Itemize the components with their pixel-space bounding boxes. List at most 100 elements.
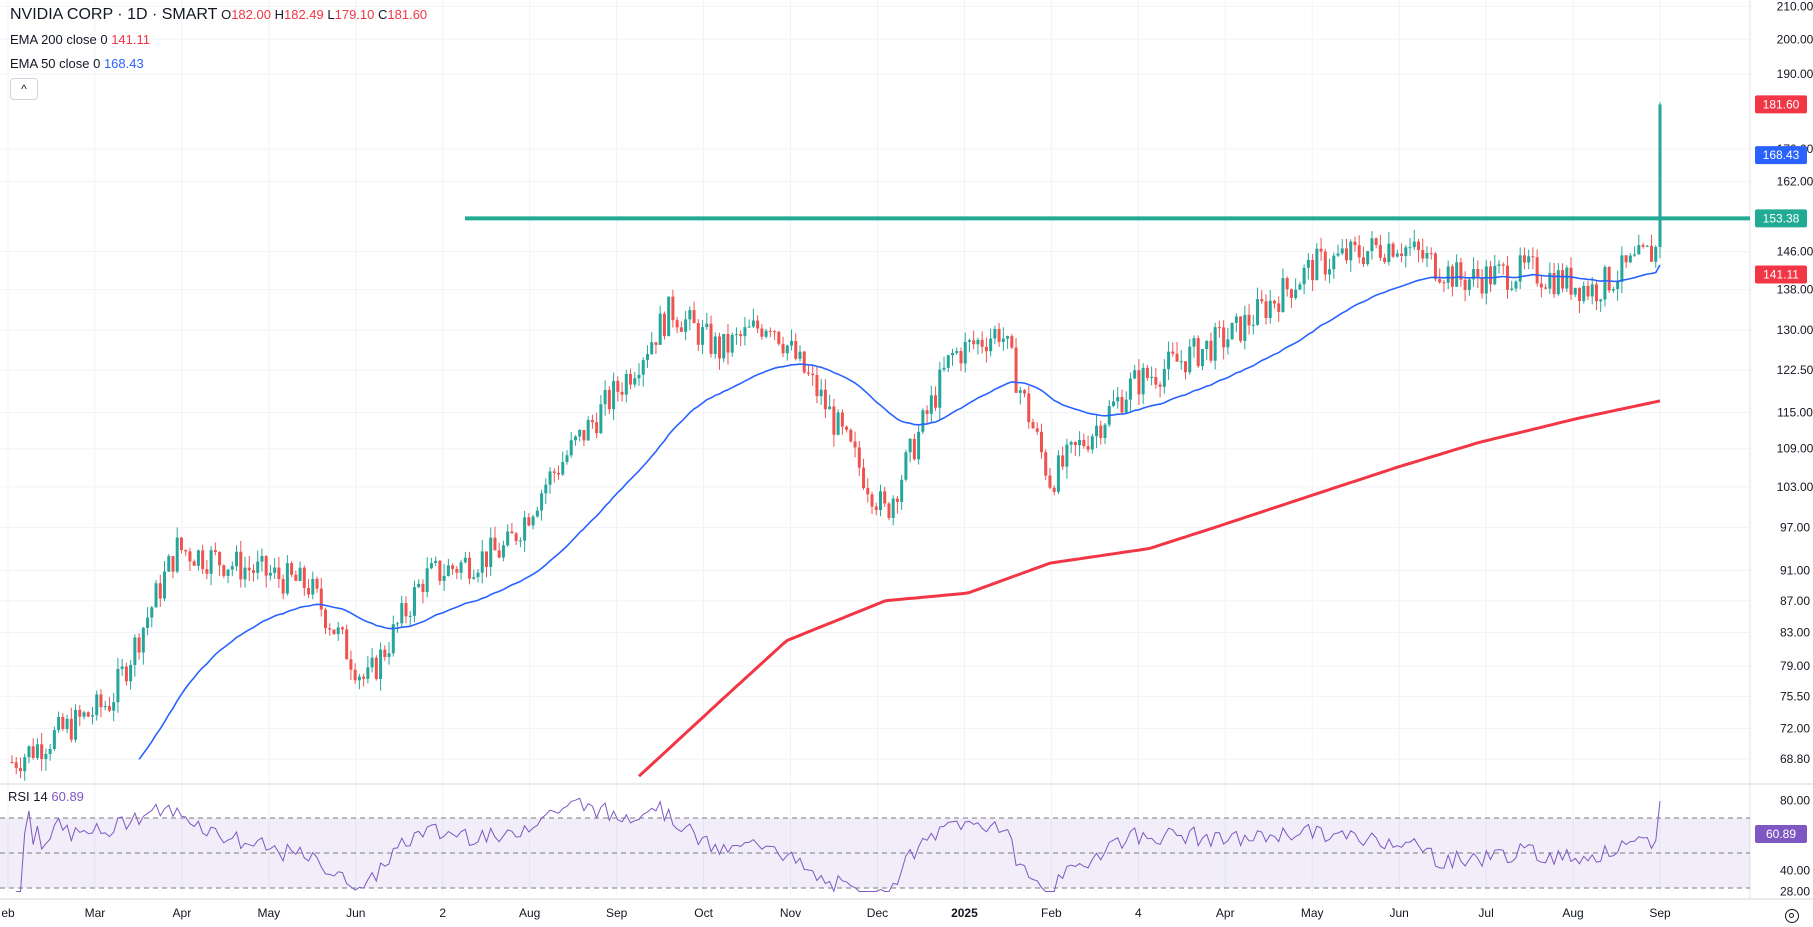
price-tick-label: 109.00 [1777, 442, 1813, 456]
rsi-line [16, 797, 1661, 893]
settings-icon[interactable] [1785, 909, 1799, 923]
candle-body [201, 550, 205, 570]
candle-body [726, 333, 730, 353]
candle-body [612, 380, 616, 410]
candle-body [1493, 265, 1497, 285]
time-tick-label: Jul [1478, 906, 1493, 920]
candle-body [1450, 266, 1454, 287]
candle-body [268, 572, 272, 576]
time-tick-label: Feb [1041, 906, 1062, 920]
candle-body [196, 550, 200, 566]
time-tick-label: Apr [1216, 906, 1235, 920]
candle-body [1171, 351, 1175, 354]
candle-body [1395, 253, 1399, 257]
candle-body [1361, 257, 1365, 265]
candle-body [1539, 283, 1543, 288]
time-tick-label: Oct [694, 906, 713, 920]
candle-body [1078, 439, 1082, 446]
price-tick-label: 146.00 [1777, 245, 1813, 259]
candle-body [1531, 256, 1535, 258]
candle-body [781, 343, 785, 354]
candle-body [709, 323, 713, 354]
candle-body [1463, 279, 1467, 290]
candle-body [129, 664, 133, 682]
ema50-legend[interactable]: EMA 50 close 0 168.43 [10, 56, 144, 71]
ema200-legend[interactable]: EMA 200 close 0 141.11 [10, 32, 150, 47]
high-label: H [274, 7, 284, 22]
candle-body [590, 420, 594, 423]
candle-body [40, 744, 44, 760]
rsi-legend[interactable]: RSI 14 60.89 [8, 789, 84, 804]
candle-body [294, 574, 298, 581]
candle-body [747, 326, 751, 328]
candle-body [1311, 259, 1315, 281]
candle-body [112, 702, 116, 711]
candle-body [777, 331, 781, 344]
candle-body [806, 372, 810, 374]
candle-body [641, 360, 645, 375]
candle-body [1527, 256, 1531, 263]
candle-body [501, 545, 505, 558]
candle-body [1162, 368, 1166, 387]
collapse-legend-button[interactable]: ^ [10, 78, 38, 100]
candle-body [213, 550, 217, 553]
candle-body [383, 649, 387, 657]
candle-body [52, 730, 56, 750]
candle-body [1289, 289, 1293, 298]
candle-body [840, 412, 844, 427]
candle-body [857, 447, 861, 468]
candle-body [743, 327, 747, 337]
candle-body [1616, 281, 1620, 290]
price-badge-label: 153.38 [1763, 211, 1800, 225]
candle-body [1226, 339, 1230, 348]
candle-body [1217, 327, 1221, 329]
price-tick-label: 162.00 [1777, 174, 1813, 188]
open-value: 182.00 [231, 7, 271, 22]
candle-body [1306, 259, 1310, 268]
rsi-tick-label: 28.00 [1780, 885, 1810, 899]
candle-body [1404, 247, 1408, 257]
price-badge-label: 168.43 [1763, 148, 1800, 162]
candle-body [1128, 378, 1132, 400]
candle-body [984, 346, 988, 352]
time-tick-label: 2025 [951, 906, 978, 920]
candle-body [1213, 327, 1217, 361]
candle-body [175, 537, 179, 572]
candle-body [1039, 431, 1043, 453]
low-value: 179.10 [334, 7, 375, 22]
candle-body [1552, 272, 1556, 295]
candle-body [1031, 422, 1035, 429]
candle-body [1294, 289, 1298, 298]
candle-body [332, 629, 336, 635]
candle-body [370, 657, 374, 668]
candle-body [362, 676, 366, 679]
candle-body [1239, 316, 1243, 341]
candle-body [1594, 284, 1598, 302]
candle-body [785, 345, 789, 354]
price-tick-label: 75.50 [1780, 689, 1810, 703]
price-badge [1755, 265, 1807, 284]
candle-body [866, 488, 870, 495]
candle-body [1256, 299, 1260, 325]
candle-body [730, 334, 734, 353]
candle-body [1578, 287, 1582, 302]
candle-body [434, 560, 438, 564]
candle-body [1611, 289, 1615, 291]
rsi-badge [1755, 824, 1807, 843]
candle-body [357, 676, 361, 681]
candle-body [1569, 267, 1573, 295]
candle-body [247, 567, 251, 571]
candle-body [1230, 322, 1234, 340]
candle-body [802, 351, 806, 373]
candle-body [1099, 425, 1103, 438]
candle-body [645, 353, 649, 361]
close-label: C [378, 7, 388, 22]
candle-body [1607, 266, 1611, 291]
candle-body [1658, 104, 1662, 247]
candle-body [1082, 439, 1086, 447]
rsi-value: 60.89 [51, 789, 84, 804]
candle-body [150, 607, 154, 618]
candle-body [946, 355, 950, 368]
candle-body [1023, 390, 1027, 394]
